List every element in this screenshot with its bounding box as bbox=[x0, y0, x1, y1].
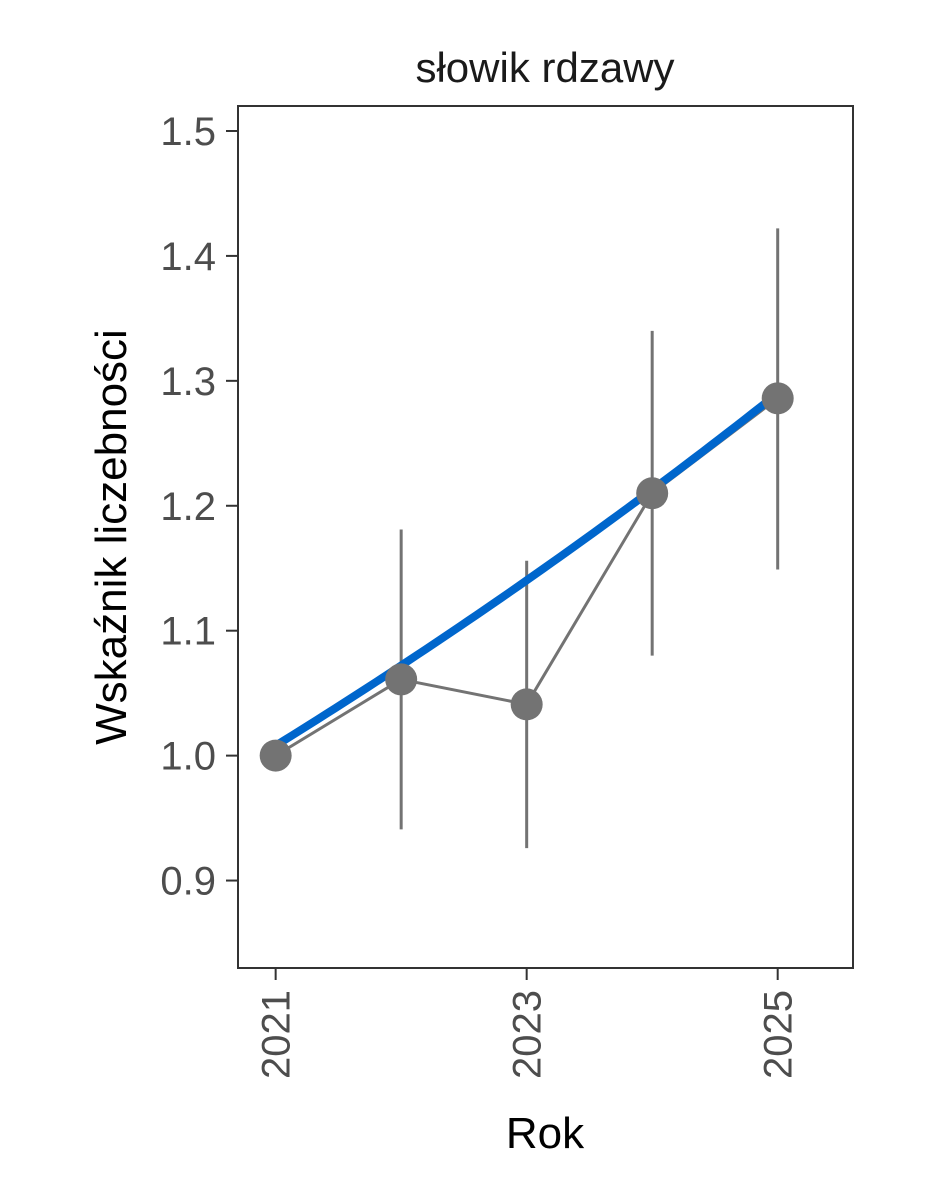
y-tick-label: 1.3 bbox=[160, 360, 216, 404]
data-point bbox=[259, 739, 292, 772]
y-tick-label: 0.9 bbox=[160, 860, 216, 904]
x-axis-title: Rok bbox=[506, 1109, 585, 1158]
x-tick-label: 2023 bbox=[506, 990, 550, 1079]
y-tick-label: 1.5 bbox=[160, 110, 216, 154]
x-axis: 2021 2023 2025 bbox=[255, 968, 801, 1079]
y-axis-title: Wskaźnik liczebności bbox=[87, 329, 136, 745]
plot-panel-border bbox=[237, 105, 854, 969]
data-point bbox=[385, 663, 418, 696]
data-point bbox=[510, 688, 543, 721]
plot-area bbox=[259, 228, 794, 849]
trend-line bbox=[273, 390, 781, 750]
y-axis: 0.9 1.0 1.1 1.2 1.3 1.4 1.5 bbox=[160, 110, 238, 904]
x-tick-label: 2021 bbox=[255, 990, 299, 1079]
data-point bbox=[761, 382, 794, 415]
y-tick-label: 1.2 bbox=[160, 485, 216, 529]
data-point bbox=[636, 477, 669, 510]
y-tick-label: 1.0 bbox=[160, 735, 216, 779]
y-tick-label: 1.4 bbox=[160, 235, 216, 279]
y-tick-label: 1.1 bbox=[160, 610, 216, 654]
chart-title: słowik rdzawy bbox=[415, 44, 674, 91]
x-tick-label: 2025 bbox=[757, 990, 801, 1079]
